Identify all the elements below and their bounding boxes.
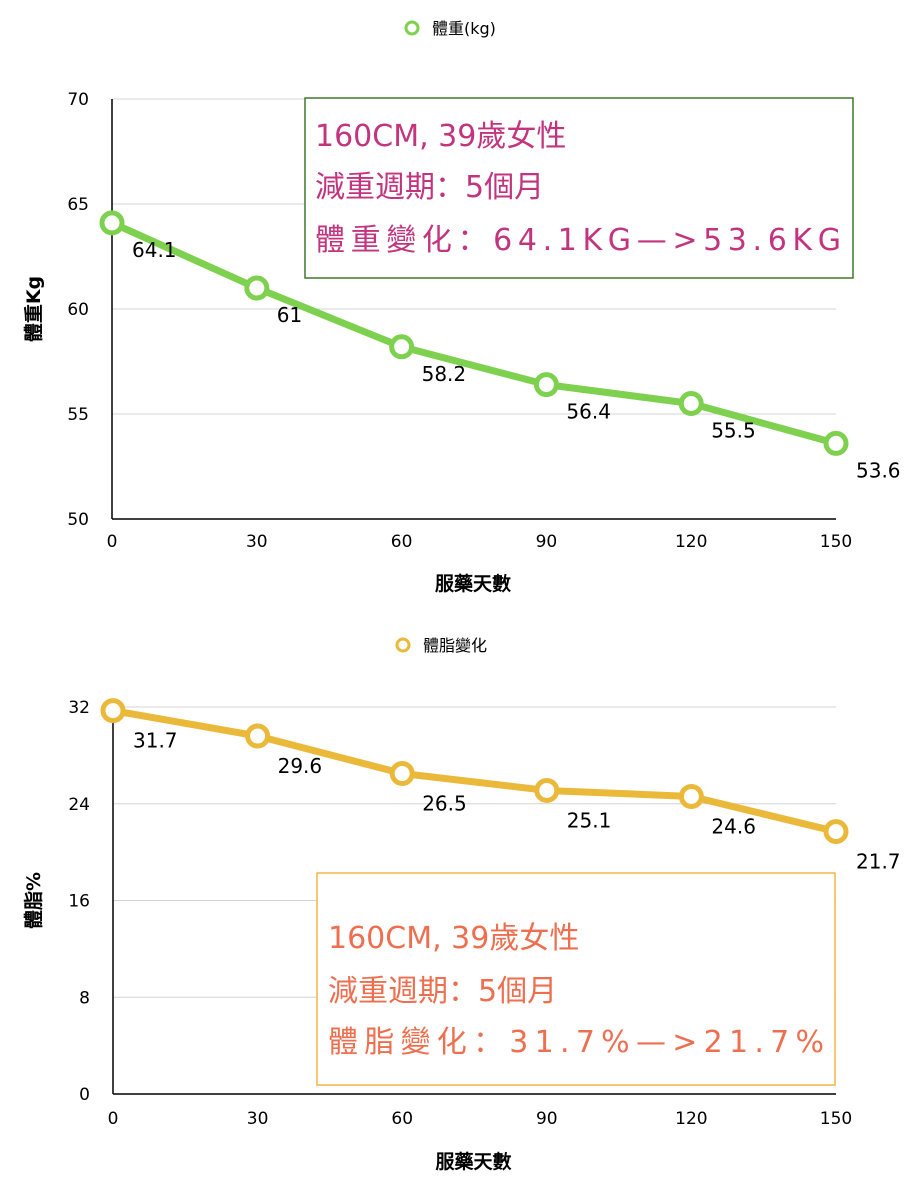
data-point: [99, 210, 125, 236]
series-line: [109, 707, 840, 836]
data-point: [245, 723, 271, 749]
y-tick-label: 8: [79, 988, 90, 1008]
annotation-line: 160CM, 39歲女性: [315, 119, 566, 154]
x-tick-label: 120: [675, 532, 707, 552]
y-tick-label: 24: [68, 795, 90, 815]
legend-marker-icon: [404, 20, 420, 36]
y-axis-title: 體脂%: [23, 872, 45, 929]
y-tick-label: 65: [67, 195, 89, 215]
y-tick-label: 16: [68, 892, 90, 912]
data-point: [389, 761, 415, 787]
x-axis-title: 服藥天數: [435, 573, 511, 595]
x-tick-label: 150: [820, 532, 852, 552]
x-tick-label: 150: [820, 1109, 852, 1129]
y-axis-title: 體重Kg: [23, 276, 45, 342]
data-point: [823, 819, 849, 845]
y-tick-label: 50: [67, 510, 89, 530]
data-label: 21.7: [856, 850, 901, 874]
x-tick-label: 0: [107, 532, 118, 552]
body-fat-chart: 體脂變化 0 8 16 24 32 0 30 60 90 120 150 服藥天數 體脂% 160CM, 3…: [23, 636, 901, 1173]
data-label: 61: [277, 303, 302, 327]
data-label: 31.7: [133, 729, 178, 753]
data-label: 29.6: [278, 754, 323, 778]
data-point: [100, 698, 126, 724]
x-tick-label: 60: [391, 1109, 413, 1129]
x-tick-label: 30: [246, 532, 268, 552]
data-label: 64.1: [132, 238, 177, 262]
data-point: [534, 777, 560, 803]
y-tick-label: 0: [79, 1085, 90, 1105]
data-label: 24.6: [711, 814, 756, 838]
data-label: 53.6: [856, 458, 901, 482]
data-point: [389, 334, 415, 360]
data-point: [823, 430, 849, 456]
y-tick-label: 70: [67, 90, 89, 110]
y-tick-label: 32: [68, 698, 90, 718]
annotation-box: [304, 97, 854, 279]
legend-label: 體脂變化: [423, 636, 487, 655]
legend-marker-icon: [395, 637, 411, 653]
annotation-line: 160CM, 39歲女性: [328, 921, 579, 956]
x-tick-label: 120: [675, 1109, 707, 1129]
x-tick-label: 60: [391, 532, 413, 552]
x-tick-label: 90: [536, 532, 558, 552]
annotation-line: 體脂變化：31.7%—>21.7%: [328, 1025, 824, 1060]
data-label: 58.2: [422, 362, 467, 386]
x-tick-label: 30: [247, 1109, 269, 1129]
annotation-line: 減重週期：5個月: [315, 170, 544, 205]
data-label: 55.5: [711, 419, 756, 443]
data-point: [533, 372, 559, 398]
x-tick-label: 90: [536, 1109, 558, 1129]
y-tick-label: 55: [67, 405, 89, 425]
annotation-line: 減重週期：5個月: [328, 974, 557, 1009]
x-axis-title: 服藥天數: [435, 1151, 511, 1173]
data-label: 25.1: [567, 808, 612, 832]
data-label: 26.5: [422, 792, 467, 816]
series-line: [108, 219, 840, 447]
legend-label: 體重(kg): [432, 19, 496, 38]
annotation-box: [316, 872, 836, 1086]
data-point: [678, 783, 704, 809]
y-tick-label: 60: [67, 300, 89, 320]
x-tick-label: 0: [108, 1109, 119, 1129]
data-label: 56.4: [566, 400, 611, 424]
weight-chart: 體重(kg) 50 55 60 65 70 0 30 60 90 120 150 服藥天數 體重Kg 160…: [23, 19, 901, 595]
data-point: [244, 275, 270, 301]
data-point: [678, 391, 704, 416]
